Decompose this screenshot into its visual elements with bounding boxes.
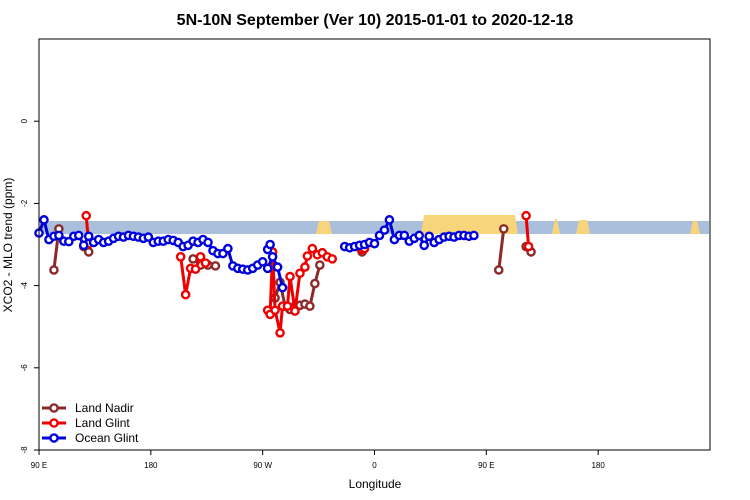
legend-item: Land Nadir	[42, 401, 134, 415]
data-point	[521, 210, 531, 221]
legend-label: Ocean Glint	[75, 431, 139, 445]
data-point	[315, 260, 325, 270]
data-point	[307, 243, 318, 254]
data-point	[49, 265, 59, 275]
data-point	[203, 237, 213, 248]
data-point	[300, 262, 310, 272]
y-tick-label: -4	[20, 281, 29, 289]
y-tick-label: 0	[20, 118, 29, 123]
series-line	[524, 215, 531, 247]
land-band	[690, 221, 700, 234]
series-ocean-glint	[34, 214, 479, 293]
data-point	[523, 241, 534, 252]
x-axis-label: Longitude	[349, 477, 402, 491]
data-point	[277, 282, 288, 293]
ocean-band	[40, 221, 709, 234]
y-axis: 0 -2 -4 -6 -8	[20, 118, 39, 454]
data-point	[419, 240, 430, 251]
data-point	[262, 263, 273, 274]
data-point	[327, 254, 338, 264]
data-point	[493, 265, 504, 275]
data-point	[290, 306, 300, 316]
series-land-glint	[81, 210, 534, 338]
data-point	[195, 252, 206, 262]
data-point	[384, 215, 395, 225]
y-axis-label: XCO2 - MLO trend (ppm)	[1, 178, 15, 313]
y-tick-label: -2	[20, 199, 29, 207]
data-point	[180, 289, 191, 300]
data-point	[265, 239, 275, 250]
data-point	[270, 305, 280, 316]
data-point	[305, 301, 315, 311]
land-band	[316, 221, 332, 234]
data-point	[282, 301, 293, 311]
data-point	[369, 238, 380, 249]
x-tick-label: 180	[144, 461, 158, 470]
x-tick-label: 90 E	[31, 461, 47, 470]
data-point	[379, 225, 390, 235]
data-point	[498, 224, 509, 234]
data-point	[188, 254, 198, 264]
data-point	[295, 268, 305, 279]
legend-label: Land Nadir	[75, 401, 134, 415]
data-point	[200, 258, 211, 268]
x-tick-label: 90 E	[478, 461, 494, 470]
data-point	[272, 262, 283, 272]
legend-swatch-marker	[49, 433, 59, 443]
data-point	[424, 231, 434, 242]
background-map-band	[40, 215, 709, 234]
data-point	[210, 261, 221, 271]
data-point	[223, 243, 233, 254]
legend-swatch-marker	[49, 403, 59, 413]
data-point	[414, 230, 425, 241]
y-tick-label: -8	[20, 446, 29, 454]
legend-item: Ocean Glint	[42, 431, 139, 445]
data-point	[175, 252, 186, 262]
data-point	[469, 230, 479, 241]
data-point	[302, 251, 313, 261]
data-point	[54, 230, 64, 241]
data-point	[83, 231, 94, 242]
data-point	[257, 256, 268, 267]
y-tick-label: -6	[20, 364, 29, 372]
data-point	[399, 230, 410, 241]
land-band	[421, 215, 518, 234]
data-point	[310, 278, 320, 289]
data-point	[39, 215, 49, 225]
series-line	[497, 228, 506, 271]
land-band	[576, 220, 590, 234]
chart-title: 5N-10N September (Ver 10) 2015-01-01 to …	[177, 12, 574, 29]
legend-label: Land Glint	[75, 416, 130, 430]
data-point	[78, 240, 89, 251]
legend-swatch-marker	[49, 418, 59, 428]
legend-item: Land Glint	[42, 416, 130, 430]
data-point	[81, 210, 92, 221]
x-axis: 90 E 180 90 W 0 90 E 180	[31, 450, 605, 470]
data-point	[267, 252, 278, 262]
data-point	[285, 271, 295, 282]
land-band	[552, 219, 560, 234]
x-tick-label: 0	[372, 461, 377, 470]
data-point	[73, 230, 84, 241]
data-point	[190, 264, 201, 274]
x-tick-label: 180	[591, 461, 605, 470]
x-tick-label: 90 W	[253, 461, 272, 470]
data-point	[275, 328, 285, 338]
series-layer	[34, 210, 536, 338]
